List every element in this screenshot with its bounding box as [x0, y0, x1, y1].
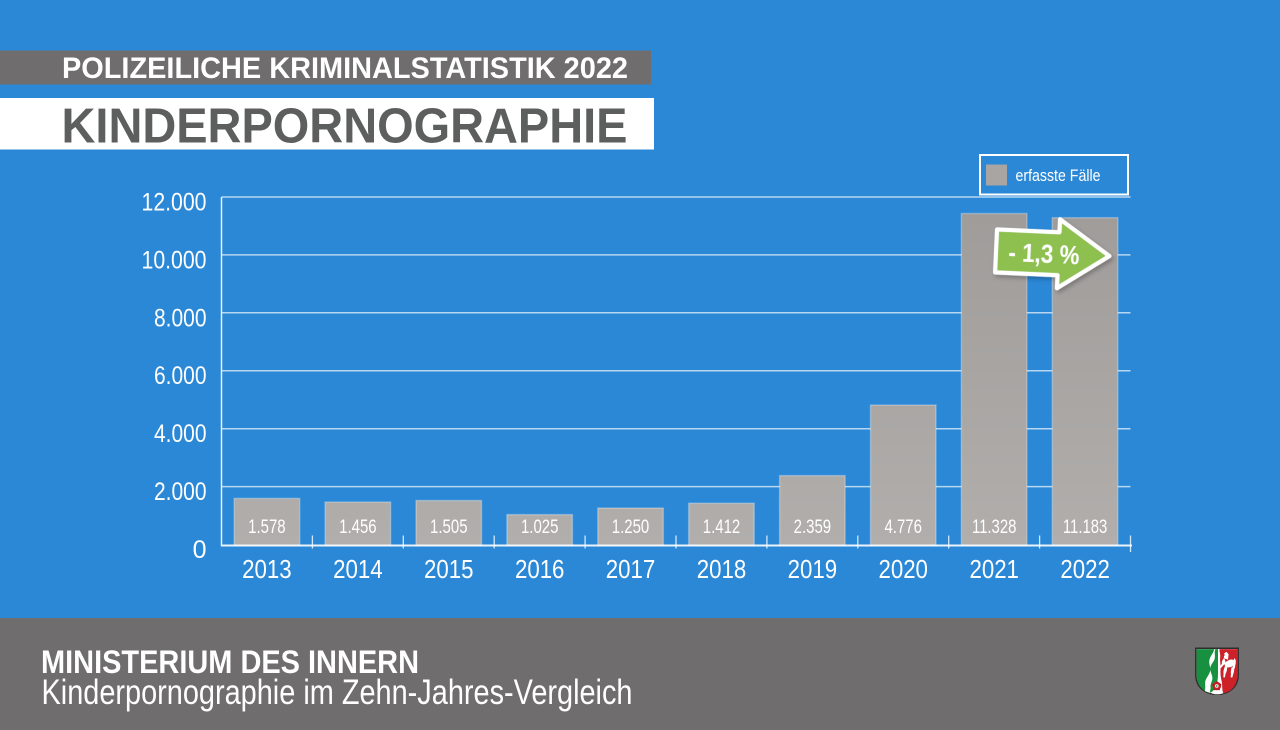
svg-text:2021: 2021	[969, 554, 1019, 584]
svg-text:1.250: 1.250	[612, 517, 650, 538]
svg-text:2018: 2018	[697, 554, 747, 584]
svg-text:KINDERPORNOGRAPHIE: KINDERPORNOGRAPHIE	[62, 99, 628, 154]
svg-text:4.776: 4.776	[884, 517, 922, 538]
svg-text:2.359: 2.359	[794, 517, 832, 538]
svg-text:4.000: 4.000	[154, 420, 207, 448]
svg-text:MINISTERIUM DES INNERN: MINISTERIUM DES INNERN	[41, 644, 419, 680]
svg-text:11.183: 11.183	[1063, 517, 1108, 538]
svg-text:2019: 2019	[788, 554, 838, 584]
svg-text:1.412: 1.412	[703, 517, 741, 538]
svg-text:1.578: 1.578	[248, 517, 286, 538]
svg-text:Kinderpornographie im Zehn-Jah: Kinderpornographie im Zehn-Jahres-Vergle…	[42, 673, 633, 712]
svg-text:11.328: 11.328	[972, 517, 1017, 538]
svg-text:2020: 2020	[878, 554, 928, 584]
svg-text:12.000: 12.000	[142, 189, 207, 217]
svg-text:POLIZEILICHE KRIMINALSTATISTIK: POLIZEILICHE KRIMINALSTATISTIK 2022	[62, 52, 628, 85]
svg-text:2022: 2022	[1060, 554, 1110, 584]
svg-text:2016: 2016	[515, 554, 565, 584]
svg-text:1.505: 1.505	[430, 517, 468, 538]
svg-text:2017: 2017	[606, 554, 656, 584]
svg-text:1.025: 1.025	[521, 517, 559, 538]
svg-text:2013: 2013	[242, 554, 292, 584]
svg-text:2.000: 2.000	[154, 478, 207, 506]
svg-text:10.000: 10.000	[142, 246, 207, 274]
svg-text:erfasste Fälle: erfasste Fälle	[1016, 166, 1101, 185]
svg-text:8.000: 8.000	[154, 304, 207, 332]
svg-text:2014: 2014	[333, 554, 383, 584]
svg-text:0: 0	[193, 536, 207, 564]
svg-text:2015: 2015	[424, 554, 474, 584]
svg-text:1.456: 1.456	[339, 517, 377, 538]
svg-text:- 1,3 %: - 1,3 %	[1008, 237, 1080, 270]
svg-text:6.000: 6.000	[154, 362, 207, 390]
